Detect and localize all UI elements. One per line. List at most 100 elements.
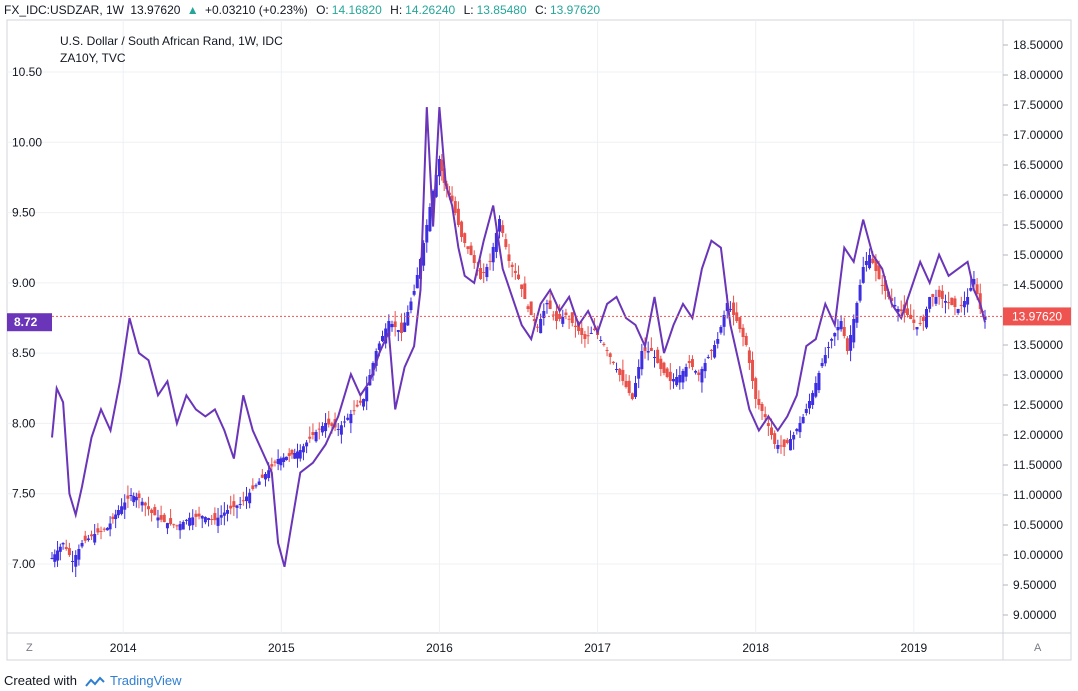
candle-body [602, 343, 606, 345]
candle-body [782, 439, 786, 447]
candle-body [646, 351, 650, 353]
candle-body [842, 326, 846, 336]
candle-body [381, 336, 385, 342]
candle-body [918, 322, 922, 324]
candle-body [276, 459, 280, 464]
close-label: C: [535, 3, 547, 17]
candle-body [235, 505, 239, 508]
candle-body [880, 284, 884, 286]
candle-body [586, 335, 590, 337]
candle-body [706, 357, 710, 358]
candle-body [399, 322, 403, 333]
candle-body [937, 289, 941, 297]
right-tick-label: 13.50000 [1013, 338, 1063, 352]
candle-body [428, 207, 432, 232]
footer-brand[interactable]: TradingView [110, 673, 182, 688]
candle-body [488, 260, 492, 262]
candle-body [203, 517, 207, 523]
candle-body [678, 375, 682, 383]
candle-body [978, 293, 982, 309]
candle-body [763, 414, 767, 417]
right-tick-label: 12.00000 [1013, 428, 1063, 442]
candle-body [222, 512, 226, 516]
candle-body [804, 409, 808, 413]
candle-body [564, 312, 568, 315]
candle-body [80, 543, 84, 547]
candle-body [352, 410, 356, 412]
candle-body [469, 245, 473, 255]
candle-body [67, 548, 71, 555]
candle-body [719, 327, 723, 333]
candle-body [615, 369, 619, 370]
auto-scale-button[interactable]: A [1034, 642, 1042, 654]
close-value: 13.97620 [550, 3, 601, 17]
plot-area[interactable] [6, 19, 1004, 634]
candle-body [637, 367, 641, 379]
candle-body [238, 504, 242, 505]
candle-body [114, 514, 118, 520]
candle-body [330, 423, 334, 426]
left-tick-label: 8.00 [12, 416, 36, 430]
candle-body [649, 347, 653, 351]
z-corner-button[interactable]: Z [26, 642, 33, 654]
candle-body [456, 208, 460, 225]
candle-body [969, 288, 973, 291]
grid-lines [7, 20, 1003, 633]
time-tick-label: 2015 [268, 641, 295, 655]
candle-body [852, 319, 856, 343]
candle-body [583, 334, 587, 339]
candle-body [656, 349, 660, 363]
candle-body [507, 254, 511, 261]
candle-body [517, 274, 520, 279]
candle-body [53, 554, 57, 562]
candle-body [301, 446, 305, 453]
candle-body [687, 360, 691, 363]
candle-body [207, 518, 211, 520]
candle-body [450, 195, 454, 201]
candle-body [523, 283, 527, 299]
candle-body [899, 309, 903, 311]
candle-body [137, 493, 141, 498]
candle-body [665, 368, 669, 377]
candle-body [175, 525, 179, 527]
candle-body [143, 502, 147, 506]
candle-body [194, 513, 198, 517]
candle-body [675, 377, 679, 386]
candle-body [384, 328, 388, 344]
candle-body [71, 561, 75, 562]
candle-body [431, 191, 435, 213]
time-axis-ticks: 2014 2015 2016 2017 2018 2019 [110, 641, 928, 655]
candle-body [96, 528, 100, 533]
right-price-scale[interactable] [1002, 19, 1072, 634]
price-chart[interactable]: 7.00 7.50 8.00 8.50 9.00 9.50 10.00 10.50 9.000… [0, 0, 1078, 671]
candle-body [229, 505, 233, 509]
right-tick-label: 18.50000 [1013, 38, 1063, 52]
candle-body [105, 528, 109, 531]
candle-body [498, 219, 502, 232]
candle-body [776, 445, 780, 449]
candle-body [308, 436, 312, 439]
candle-body [643, 347, 647, 351]
candle-body [823, 355, 827, 364]
candle-body [260, 474, 264, 478]
left-tick-label: 8.50 [12, 346, 36, 360]
candle-body [311, 432, 315, 435]
candle-body [535, 326, 539, 328]
left-tick-label: 9.50 [12, 206, 36, 220]
candle-body [50, 558, 54, 559]
time-scale[interactable] [6, 632, 1004, 661]
candle-body [709, 349, 713, 351]
candle-body [532, 319, 536, 321]
symbol-label: FX_IDC:USDZAR, 1W [4, 3, 125, 17]
candle-body [871, 258, 875, 263]
candle-body [290, 449, 294, 455]
candle-body [146, 506, 150, 510]
candle-body [140, 501, 144, 506]
candle-body [387, 321, 391, 336]
candle-body [472, 255, 476, 263]
candle-body [422, 243, 426, 266]
footer-prefix: Created with [4, 673, 77, 688]
candle-body [652, 357, 656, 358]
candle-body [251, 485, 255, 489]
candle-body [975, 284, 979, 294]
